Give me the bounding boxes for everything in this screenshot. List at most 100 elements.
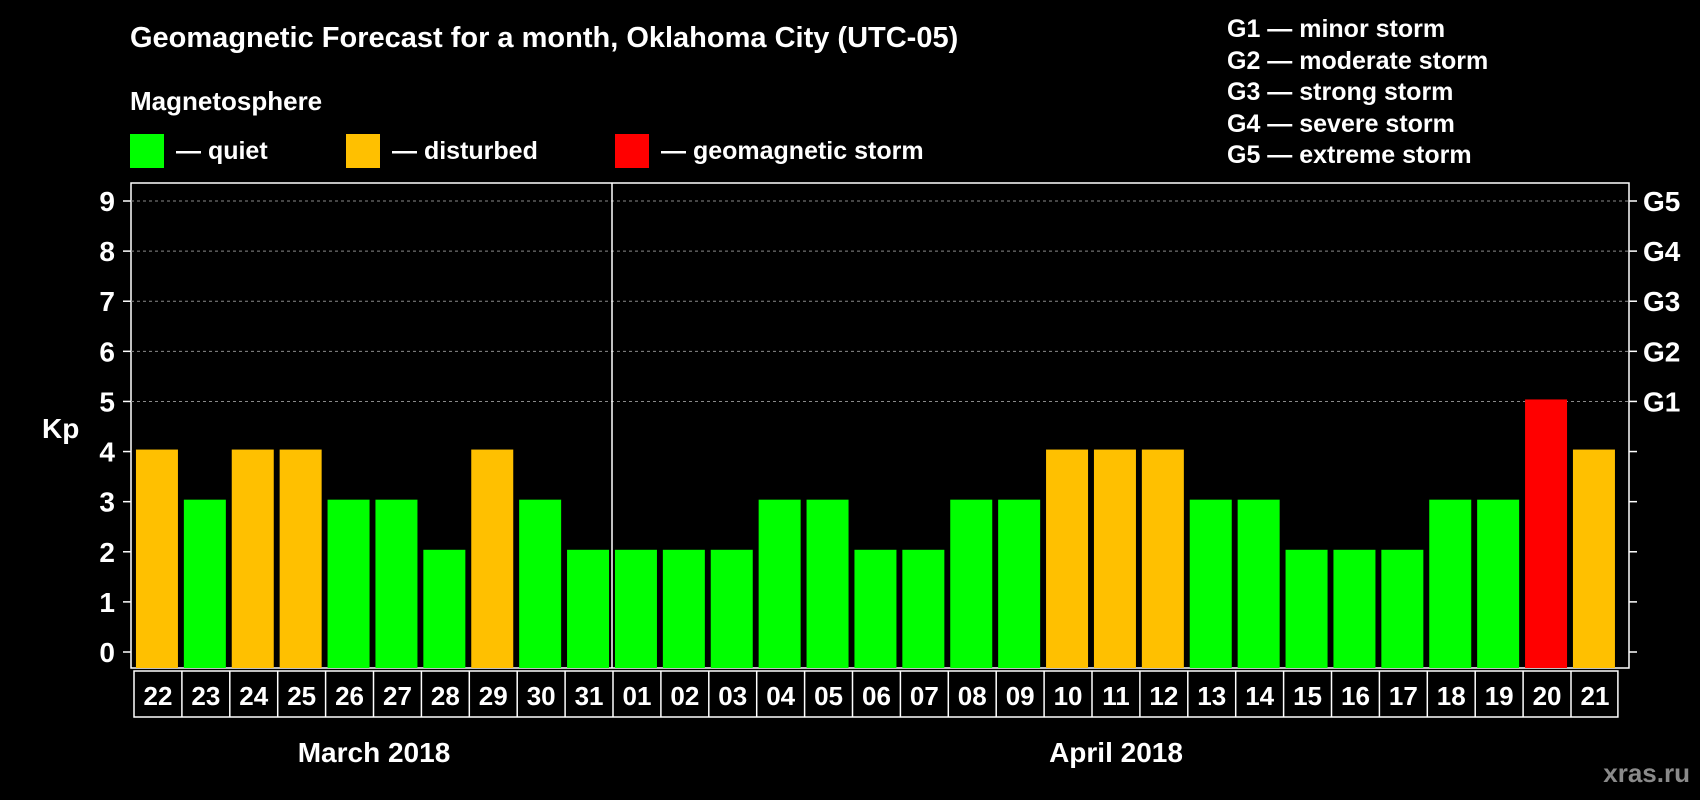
x-tick-label-04: 04 (766, 681, 795, 711)
x-tick-label-14: 14 (1245, 681, 1274, 711)
legend-swatch-disturbed (346, 134, 380, 168)
bar-25 (279, 449, 322, 668)
x-tick-label-15: 15 (1293, 681, 1322, 711)
storm-level-g2: G2 — moderate storm (1227, 46, 1489, 75)
legend-item-disturbed: — disturbed (346, 134, 538, 168)
x-tick-label-16: 16 (1341, 681, 1370, 711)
bar-28 (423, 549, 466, 668)
y-tick-label: 0 (99, 637, 115, 668)
bar-22 (135, 449, 178, 668)
x-tick-label-02: 02 (670, 681, 699, 711)
bar-11 (1093, 449, 1136, 668)
x-tick-label-08: 08 (958, 681, 987, 711)
x-tick-label-26: 26 (335, 681, 364, 711)
right-axis-label-g2: G2 (1643, 336, 1680, 367)
y-tick-label: 5 (99, 386, 115, 417)
legend-swatch-storm (615, 134, 649, 168)
right-axis-label-g4: G4 (1643, 236, 1681, 267)
y-tick-label: 4 (99, 437, 115, 468)
x-tick-label-12: 12 (1149, 681, 1178, 711)
legend-title: Magnetosphere (130, 86, 323, 116)
y-tick-label: 2 (99, 537, 115, 568)
bar-04 (758, 499, 801, 668)
x-tick-label-18: 18 (1437, 681, 1466, 711)
right-axis-label-g5: G5 (1643, 186, 1680, 217)
x-tick-label-01: 01 (622, 681, 651, 711)
bar-12 (1141, 449, 1184, 668)
bar-07 (902, 549, 945, 668)
x-tick-label-17: 17 (1389, 681, 1418, 711)
right-axis-label-g3: G3 (1643, 286, 1680, 317)
bar-26 (327, 499, 370, 668)
bar-15 (1285, 549, 1328, 668)
storm-level-g5: G5 — extreme storm (1227, 141, 1472, 169)
chart-title: Geomagnetic Forecast for a month, Oklaho… (130, 22, 959, 54)
bar-19 (1477, 499, 1520, 668)
bar-13 (1189, 499, 1232, 668)
x-tick-label-31: 31 (575, 681, 604, 711)
legend-label-disturbed: — disturbed (392, 136, 538, 165)
x-tick-label-06: 06 (862, 681, 891, 711)
x-tick-label-24: 24 (239, 681, 268, 711)
x-tick-label-27: 27 (383, 681, 412, 711)
bar-21 (1572, 449, 1615, 668)
legend-swatch-quiet (130, 134, 164, 168)
bar-30 (519, 499, 562, 668)
bar-24 (231, 449, 274, 668)
bar-01 (614, 549, 657, 668)
bar-27 (375, 499, 418, 668)
x-tick-label-21: 21 (1580, 681, 1609, 711)
bar-08 (950, 499, 993, 668)
x-tick-label-07: 07 (910, 681, 939, 711)
y-axis-label: Kp (42, 413, 79, 444)
x-tick-label-13: 13 (1197, 681, 1226, 711)
x-tick-label-22: 22 (143, 681, 172, 711)
storm-level-g1: G1 — minor storm (1227, 15, 1446, 43)
x-tick-label-25: 25 (287, 681, 316, 711)
bar-31 (567, 549, 610, 668)
bar-03 (710, 549, 753, 668)
bar-17 (1381, 549, 1424, 668)
storm-level-key: G1 — minor storm G2 — moderate storm G3 … (1227, 14, 1488, 172)
x-tick-label-03: 03 (718, 681, 747, 711)
x-tick-label-20: 20 (1533, 681, 1562, 711)
legend-item-quiet: — quiet (130, 134, 268, 168)
bar-10 (1046, 449, 1089, 668)
bar-09 (998, 499, 1041, 668)
right-axis-label-g1: G1 (1643, 386, 1680, 417)
x-tick-label-23: 23 (191, 681, 220, 711)
y-tick-label: 6 (99, 336, 115, 367)
legend-label-quiet: — quiet (176, 136, 268, 165)
bar-02 (662, 549, 705, 668)
bar-18 (1429, 499, 1472, 668)
x-tick-label-05: 05 (814, 681, 843, 711)
bar-16 (1333, 549, 1376, 668)
y-tick-label: 3 (99, 487, 115, 518)
bar-20 (1525, 399, 1568, 668)
x-tick-label-30: 30 (527, 681, 556, 711)
x-tick-label-10: 10 (1054, 681, 1083, 711)
bar-23 (183, 499, 226, 668)
legend-item-storm: — geomagnetic storm (615, 134, 924, 168)
y-tick-label: 8 (99, 236, 115, 267)
x-tick-label-29: 29 (479, 681, 508, 711)
bar-14 (1237, 499, 1280, 668)
y-tick-label: 9 (99, 186, 115, 217)
day-label-row (133, 670, 1619, 718)
bar-05 (806, 499, 849, 668)
month-label-april: April 2018 (1049, 737, 1183, 768)
legend-label-storm: — geomagnetic storm (661, 136, 924, 165)
y-tick-label: 7 (99, 286, 115, 317)
y-tick-label: 1 (99, 587, 115, 618)
bar-29 (471, 449, 514, 668)
storm-level-g4: G4 — severe storm (1227, 109, 1455, 138)
bar-06 (854, 549, 897, 668)
watermark: xras.ru (1603, 758, 1690, 788)
storm-level-g3: G3 — strong storm (1227, 78, 1454, 106)
x-tick-label-11: 11 (1102, 681, 1130, 711)
x-tick-label-09: 09 (1006, 681, 1035, 711)
x-tick-label-28: 28 (431, 681, 460, 711)
month-label-march: March 2018 (297, 737, 451, 768)
x-tick-label-19: 19 (1485, 681, 1514, 711)
